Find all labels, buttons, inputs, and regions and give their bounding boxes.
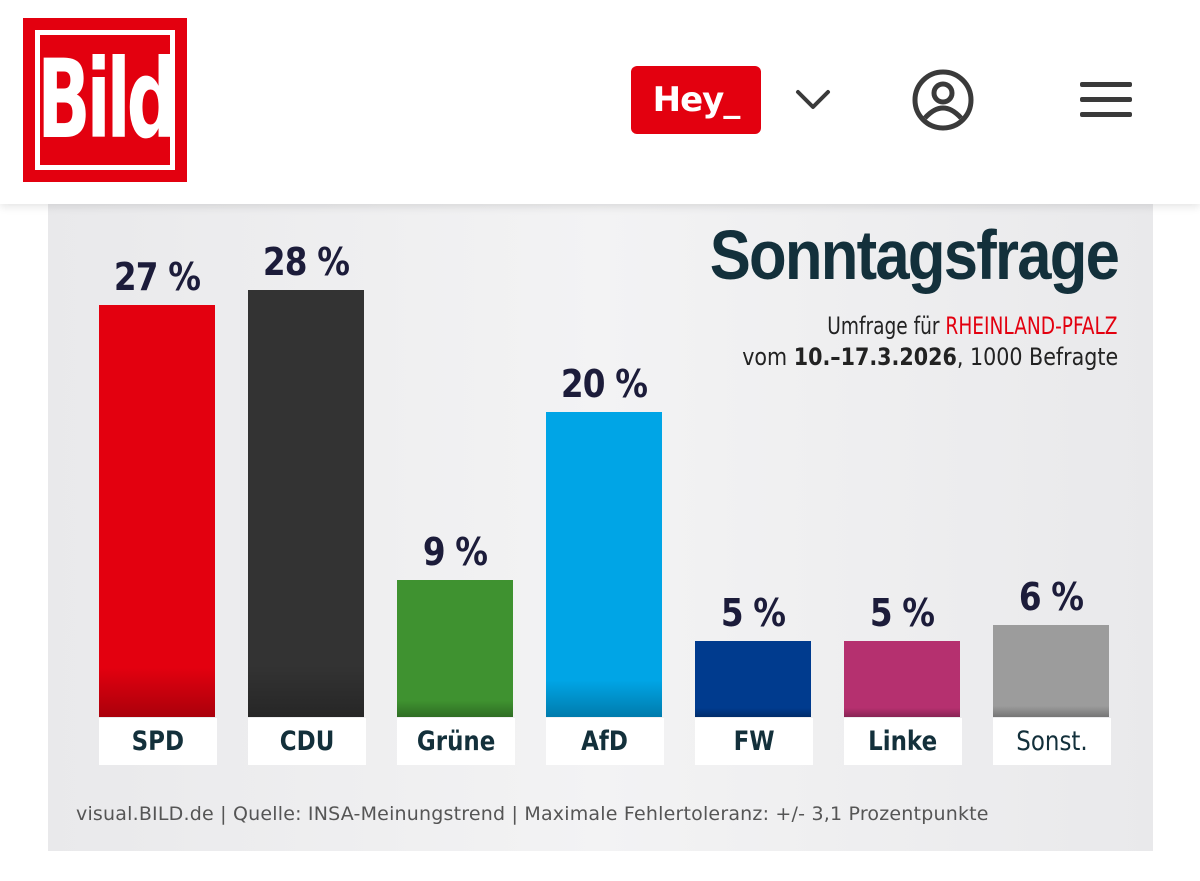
user-account-icon[interactable] [911,68,975,132]
bar-spd [99,305,215,717]
category-label: Sonst. [993,718,1111,765]
bar-afd [546,412,662,717]
category-label-text: CDU [279,726,335,757]
bar-linke [844,641,960,717]
value-label: 27 % [113,255,201,299]
category-label-text: SPD [131,726,185,757]
site-header: Bild Hey_ [0,0,1200,204]
category-label: CDU [248,718,366,765]
chart-date-line: vom 10.–17.3.2026, 1000 Befragte [742,343,1118,371]
chart-subtitle: Umfrage für RHEINLAND-PFALZ [828,312,1118,340]
date-range: 10.–17.3.2026 [793,343,957,371]
bar-grne [397,580,513,717]
logo-text: Bild [37,36,176,164]
category-label-text: Grüne [416,726,496,757]
value-label: 5 % [720,591,786,635]
bar-fw [695,641,811,717]
chevron-down-icon[interactable] [790,80,836,120]
bar-sonst [993,625,1109,717]
category-label-text: FW [733,726,775,757]
value-label: 28 % [262,240,350,284]
category-label-text: Sonst. [1016,726,1088,757]
category-label: FW [695,718,813,765]
value-label: 5 % [869,591,935,635]
date-prefix: vom [742,343,787,371]
category-label: AfD [546,718,664,765]
hey-button[interactable]: Hey_ [631,66,761,134]
category-label: SPD [99,718,217,765]
bar-cdu [248,290,364,717]
hamburger-menu-icon[interactable] [1078,76,1134,124]
bild-logo[interactable]: Bild [23,18,187,182]
logo-frame: Bild [35,30,177,170]
source-note: visual.BILD.de | Quelle: INSA-Meinungstr… [76,803,989,825]
category-label-text: Linke [868,726,938,757]
subtitle-region: RHEINLAND-PFALZ [945,312,1118,340]
value-label: 20 % [560,362,648,406]
chart-title: Sonntagsfrage [709,216,1120,294]
value-label: 9 % [422,530,488,574]
value-label: 6 % [1018,575,1084,619]
subtitle-prefix: Umfrage für [827,312,940,340]
category-label-text: AfD [581,726,629,757]
category-label: Grüne [397,718,515,765]
date-suffix: , 1000 Befragte [956,343,1118,371]
category-label: Linke [844,718,962,765]
